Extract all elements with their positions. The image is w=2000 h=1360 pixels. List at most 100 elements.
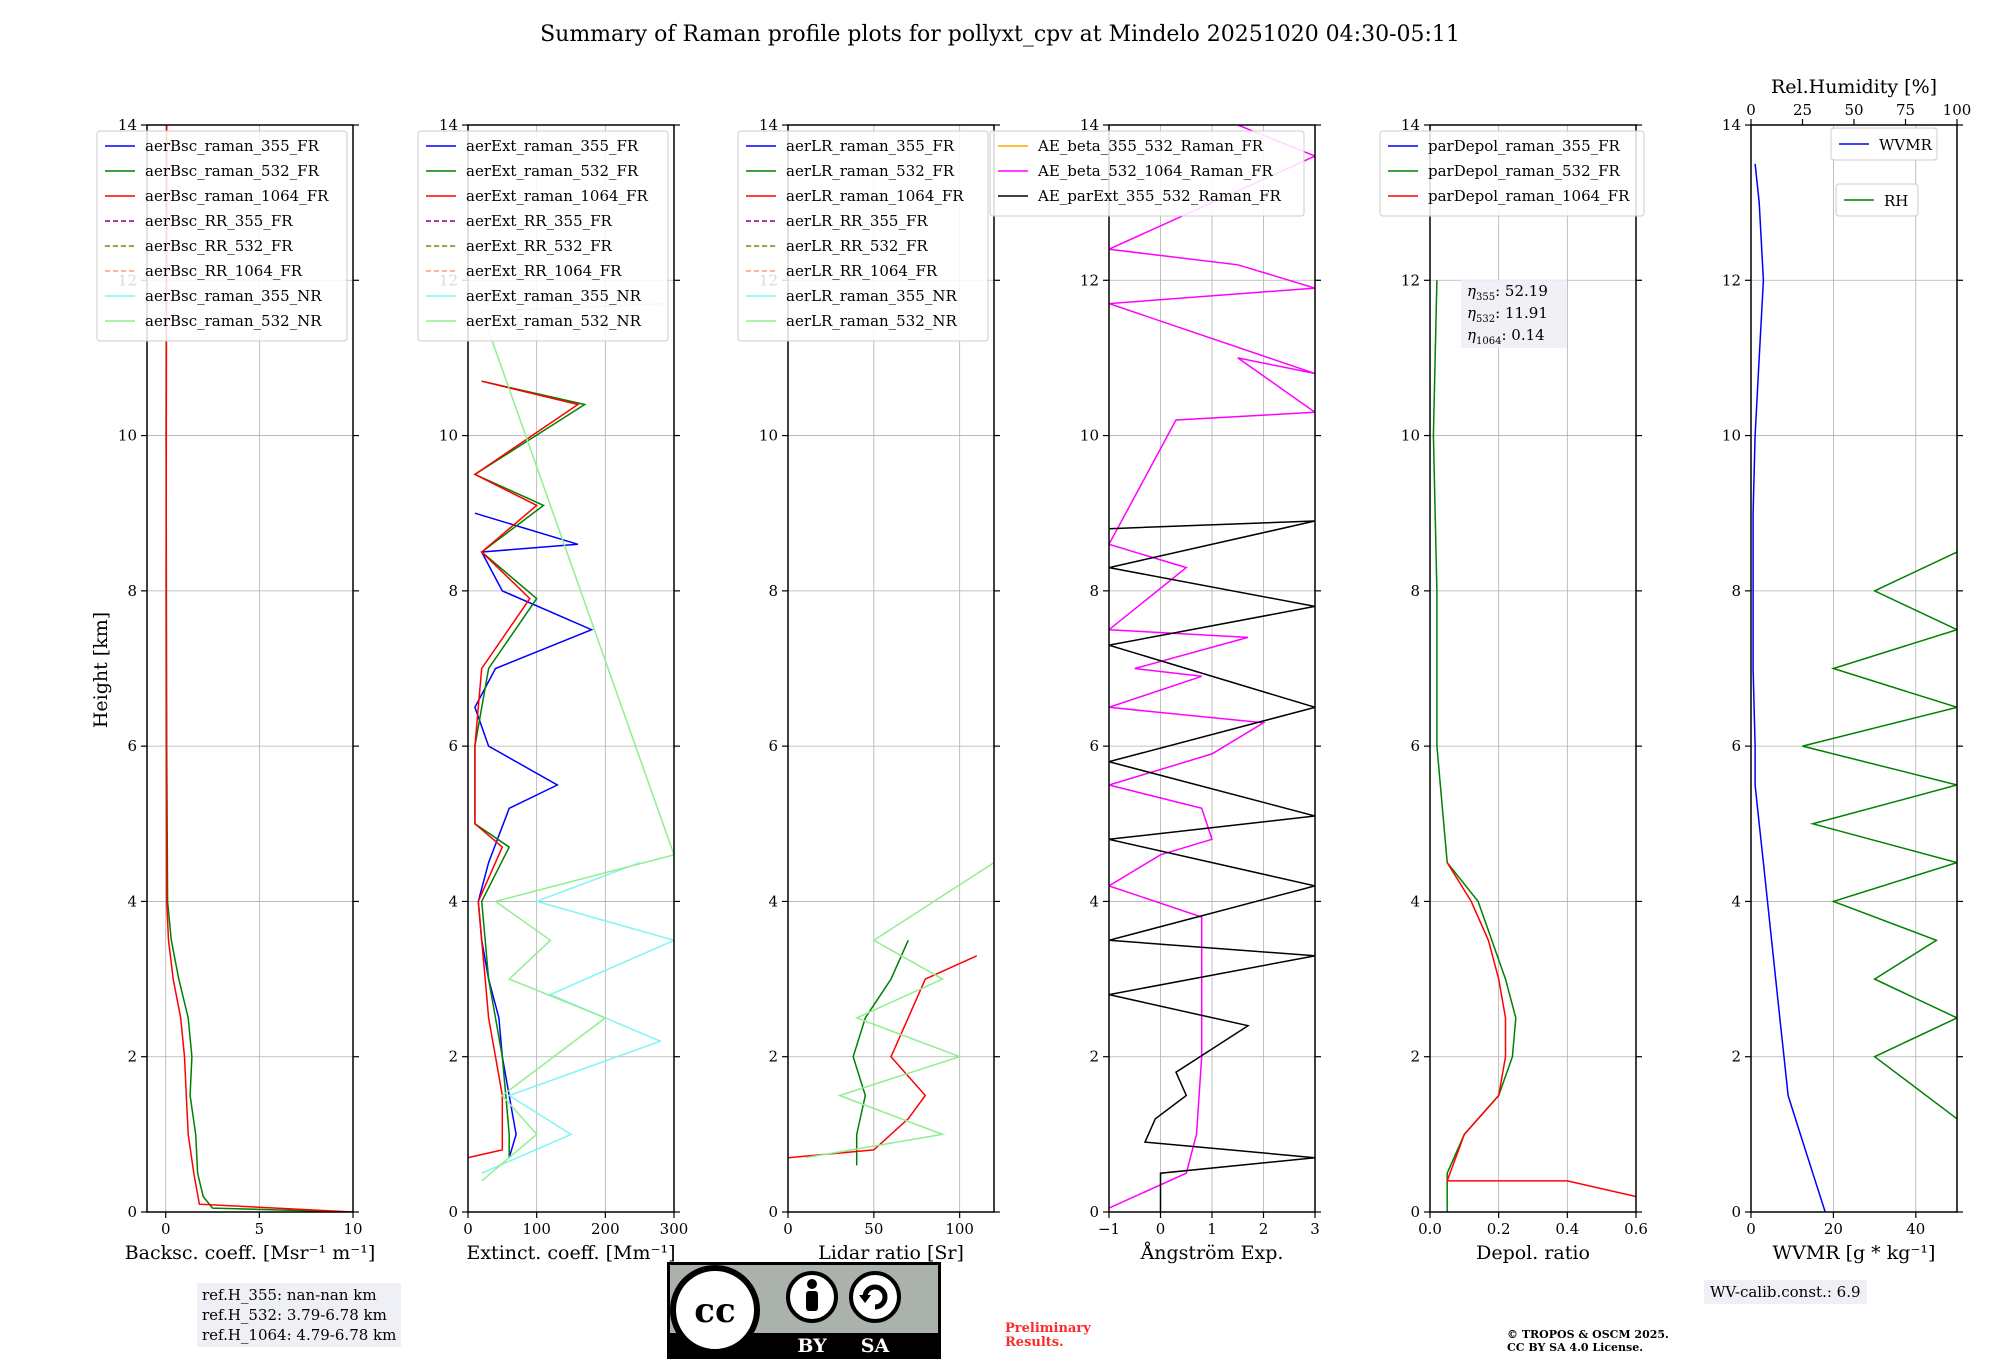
- series-aerLR_raman_532_NR: [805, 861, 994, 1159]
- y-tick-label: 14: [1722, 116, 1741, 134]
- panel-1: 051002468101214Backsc. coeff. [Msr⁻¹ m⁻¹…: [96, 116, 376, 1264]
- x-tick-label: 3: [1310, 1220, 1320, 1238]
- legend-entry: aerLR_RR_1064_FR: [786, 262, 938, 280]
- y-tick-label: 6: [127, 737, 137, 755]
- by-text: BY: [797, 1335, 827, 1357]
- y-tick-label: 12: [1080, 271, 1099, 289]
- copyright-line-1: © TROPOS & OSCM 2025.: [1507, 1328, 1669, 1341]
- series-aerLR_raman_532_FR: [852, 939, 909, 1166]
- y-tick-label: 0: [1089, 1203, 1099, 1221]
- axes-frame: [467, 124, 675, 1213]
- y-tick-label: 4: [127, 892, 137, 910]
- y-tick-label: 4: [1089, 892, 1099, 910]
- legend-entry: parDepol_raman_355_FR: [1428, 137, 1621, 155]
- legend-entry: aerLR_RR_355_FR: [786, 212, 928, 230]
- x-tick-label: 10: [343, 1220, 362, 1238]
- y-tick-label: 6: [1731, 737, 1741, 755]
- y-tick-label: 0: [448, 1203, 458, 1221]
- x-tick-label: −1: [1098, 1220, 1120, 1238]
- eta-line: η1064: 0.14: [1467, 326, 1545, 347]
- y-tick-label: 10: [118, 427, 137, 445]
- y-tick-label: 8: [768, 582, 778, 600]
- ref-height-355: ref.H_355: nan-nan km: [202, 1286, 377, 1304]
- series-aerExt_raman_532_FR: [473, 380, 587, 1158]
- legend-entry: aerExt_RR_355_FR: [466, 212, 613, 230]
- legend-box: [417, 130, 669, 342]
- wv-calibration-box: WV-calib.const.: 6.9: [1704, 1280, 1867, 1304]
- legend-box: [1379, 130, 1645, 217]
- x-tick-label: 0.2: [1487, 1220, 1511, 1238]
- legend-entry: AE_parExt_355_532_Raman_FR: [1037, 187, 1282, 205]
- y-tick-label: 14: [118, 116, 137, 134]
- legend-entry: aerExt_raman_532_NR: [466, 312, 642, 330]
- x-axis-label: Backsc. coeff. [Msr⁻¹ m⁻¹]: [125, 1242, 376, 1264]
- copyright-line-2: CC BY SA 4.0 License.: [1507, 1341, 1644, 1354]
- panel-6: 0 20 40 0 2 4 6 8 10 12 14 WVMR [g * kg⁻¹] 0 25 50 75 10…: [1722, 76, 1971, 1264]
- panel-2: 010020030002468101214Extinct. coeff. [Mm…: [417, 116, 689, 1264]
- y-tick-label: 14: [439, 116, 458, 134]
- legend-rh: RH: [1835, 183, 1919, 217]
- legend-wvmr: WVMR: [1830, 127, 1938, 161]
- legend-entry: parDepol_raman_532_FR: [1428, 162, 1621, 180]
- series-RH: [1802, 551, 1957, 1120]
- y-tick-label: 6: [1089, 737, 1099, 755]
- top-tick-label: 75: [1896, 101, 1915, 119]
- legend-entry: aerBsc_raman_355_FR: [145, 137, 320, 155]
- y-tick-label: 4: [1731, 892, 1741, 910]
- x-tick-label: 0.0: [1418, 1220, 1442, 1238]
- y-tick-label: 0: [768, 1203, 778, 1221]
- figure-title: Summary of Raman profile plots for polly…: [540, 22, 1460, 47]
- top-tick-label: 50: [1844, 101, 1863, 119]
- legend-entry: aerLR_raman_532_FR: [786, 162, 955, 180]
- x-tick-label: 40: [1906, 1220, 1925, 1238]
- y-tick-label: 0: [1731, 1203, 1741, 1221]
- y-tick-label: 4: [1410, 892, 1420, 910]
- ref-height-1064: ref.H_1064: 4.79-6.78 km: [202, 1326, 397, 1344]
- x-tick-label: 200: [591, 1220, 620, 1238]
- legend-box: [96, 130, 348, 342]
- legend-entry: aerBsc_raman_1064_FR: [145, 187, 329, 205]
- top-axis-label: Rel.Humidity [%]: [1771, 76, 1937, 98]
- legend-entry: AE_beta_532_1064_Raman_FR: [1037, 162, 1273, 180]
- legend-entry: parDepol_raman_1064_FR: [1428, 187, 1630, 205]
- x-tick-label: 100: [522, 1220, 551, 1238]
- copyright-note: © TROPOS & OSCM 2025. CC BY SA 4.0 Licen…: [1507, 1328, 1669, 1354]
- x-axis-label: Extinct. coeff. [Mm⁻¹]: [466, 1242, 675, 1264]
- legend-entry: aerBsc_raman_532_FR: [145, 162, 320, 180]
- sa-text: SA: [861, 1335, 890, 1357]
- y-tick-label: 10: [1722, 427, 1741, 445]
- preliminary-line-1: Preliminary: [1005, 1321, 1091, 1336]
- y-tick-label: 8: [1731, 582, 1741, 600]
- x-axis-label: Lidar ratio [Sr]: [818, 1242, 964, 1264]
- cc-circle-icon: [670, 1265, 760, 1355]
- series-parDepol_raman_1064_FR: [1446, 862, 1636, 1198]
- y-tick-label: 12: [1722, 271, 1741, 289]
- x-tick-label: 0: [1746, 1220, 1756, 1238]
- legend-entry: aerExt_raman_1064_FR: [466, 187, 648, 205]
- legend: aerLR_raman_355_FR aerLR_raman_532_FR aerL…: [737, 130, 989, 342]
- x-tick-label: 300: [660, 1220, 689, 1238]
- y-tick-label: 14: [1080, 116, 1099, 134]
- legend-entry: aerBsc_raman_532_NR: [145, 312, 322, 330]
- legend-entry: AE_beta_355_532_Raman_FR: [1037, 137, 1264, 155]
- legend-entry: aerBsc_raman_355_NR: [145, 287, 322, 305]
- y-tick-label: 4: [448, 892, 458, 910]
- x-tick-label: 0.4: [1555, 1220, 1579, 1238]
- eta-line: η355: 52.19: [1467, 282, 1548, 303]
- y-tick-label: 6: [448, 737, 458, 755]
- legend-entry: aerBsc_RR_355_FR: [145, 212, 293, 230]
- preliminary-note: Preliminary Results.: [1005, 1322, 1091, 1350]
- legend-entry: RH: [1884, 192, 1908, 210]
- x-tick-label: 0: [463, 1220, 473, 1238]
- legend-entry: aerBsc_RR_1064_FR: [145, 262, 303, 280]
- eta-line: η532: 11.91: [1467, 304, 1548, 325]
- y-tick-label: 10: [439, 427, 458, 445]
- y-tick-label: 12: [1401, 271, 1420, 289]
- series-AE_parExt_355_532_Raman_FR: [1109, 520, 1315, 1212]
- x-tick-label: 20: [1824, 1220, 1843, 1238]
- legend-entry: aerLR_RR_532_FR: [786, 237, 928, 255]
- legend-box: [989, 130, 1305, 217]
- y-tick-label: 14: [1401, 116, 1420, 134]
